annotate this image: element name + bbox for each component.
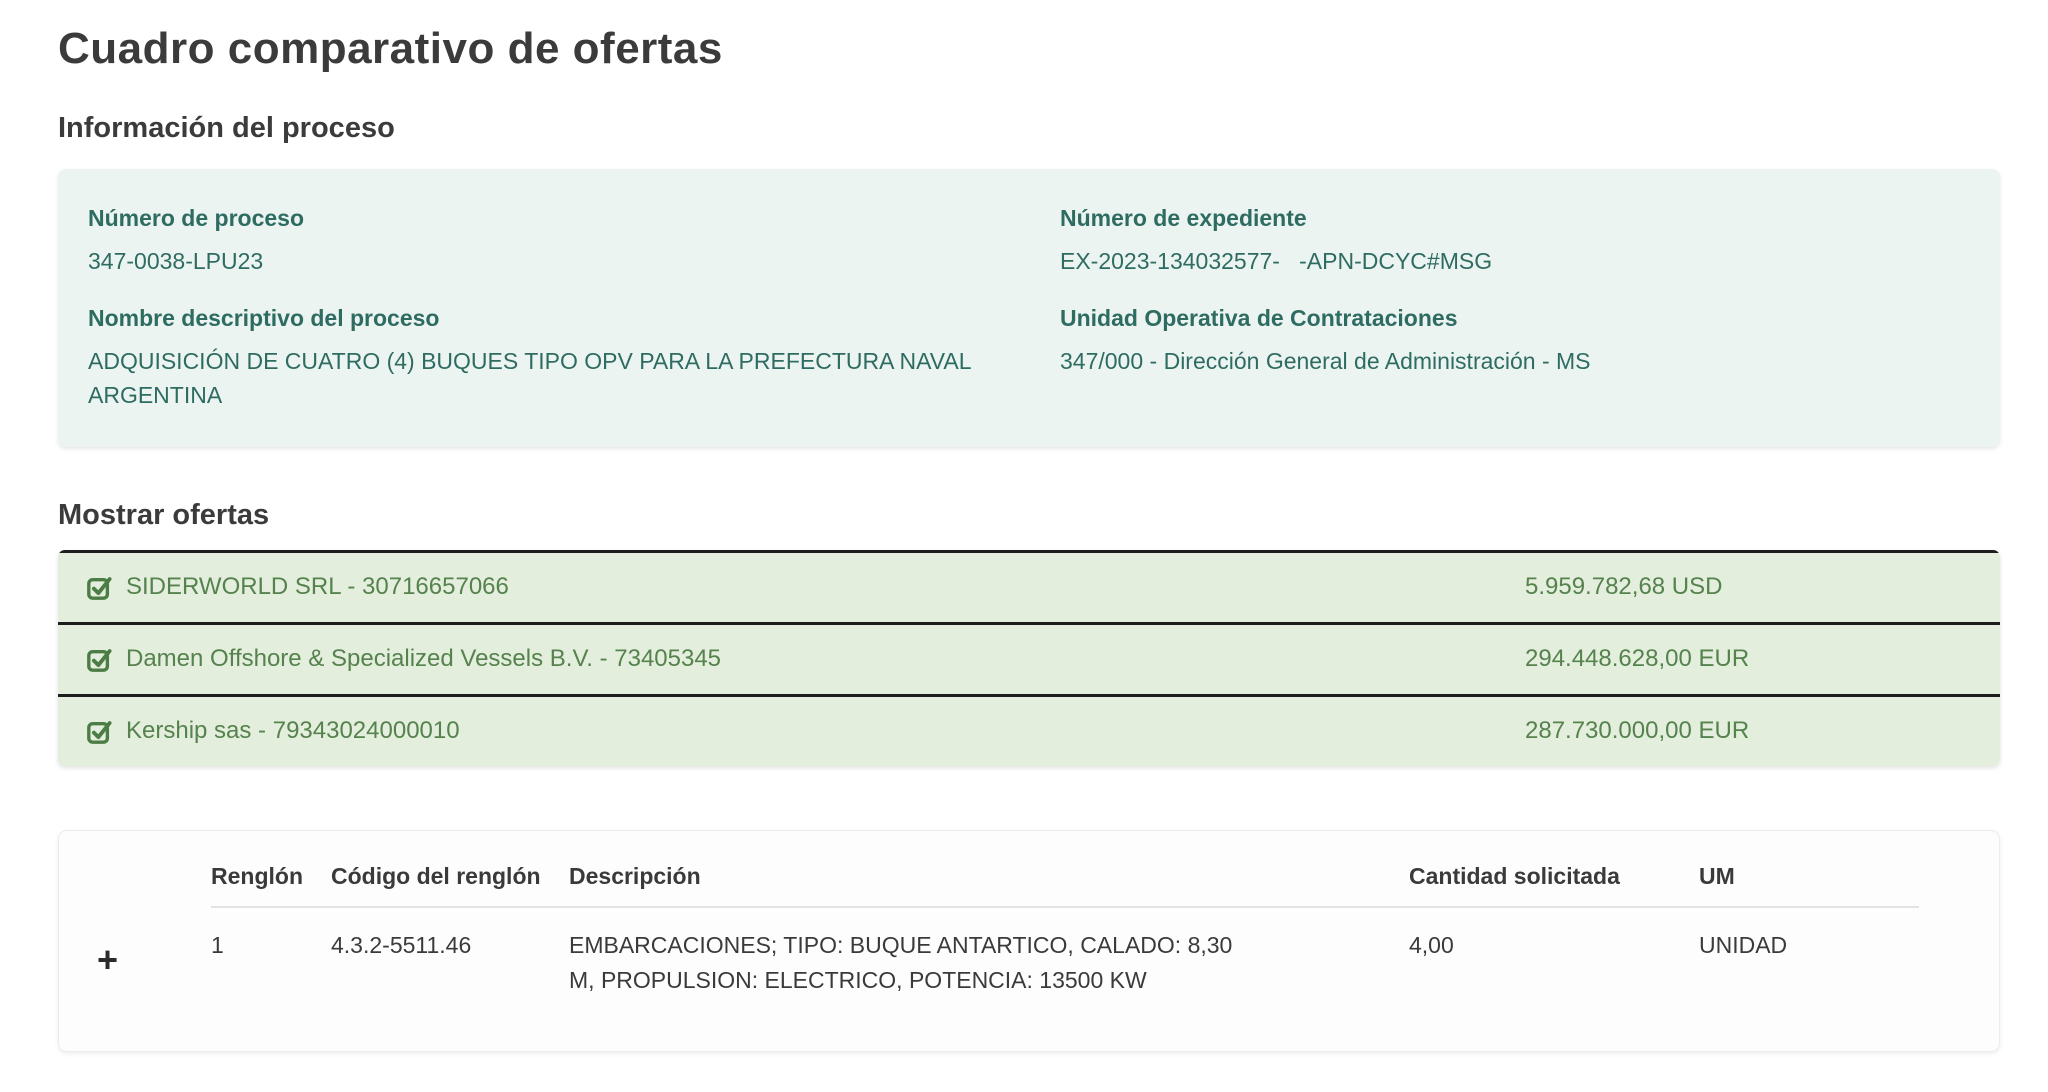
field-label: Nombre descriptivo del proceso	[88, 304, 440, 331]
offer-name: Kership sas - 79343024000010	[86, 717, 1525, 745]
check-square-icon[interactable]	[86, 646, 113, 673]
check-square-icon[interactable]	[86, 718, 113, 745]
offers-list: SIDERWORLD SRL - 30716657066 5.959.782,6…	[58, 549, 2000, 766]
offers-heading: Mostrar ofertas	[58, 498, 270, 531]
page-title: Cuadro comparativo de ofertas	[58, 24, 723, 73]
offer-name-label: Kership sas - 79343024000010	[126, 717, 460, 744]
table-cell-renglon: 1	[211, 931, 224, 958]
offer-name-label: Damen Offshore & Specialized Vessels B.V…	[126, 645, 722, 672]
process-info-heading: Información del proceso	[58, 112, 395, 144]
field-nombre-descriptivo: Nombre descriptivo del proceso ADQUISICI…	[88, 305, 1060, 413]
items-table: Renglón Código del renglón Descripción C…	[83, 857, 1919, 1033]
table-cell-um: UNIDAD	[1699, 931, 1788, 958]
offer-name: SIDERWORLD SRL - 30716657066	[86, 573, 1525, 601]
field-label: Unidad Operativa de Contrataciones	[1060, 304, 1458, 331]
table-header-renglon: Renglón	[211, 857, 331, 908]
offer-amount: 294.448.628,00 EUR	[1525, 645, 1750, 672]
field-label: Número de proceso	[88, 205, 304, 231]
table-header-descripcion: Descripción	[569, 857, 1409, 908]
field-value: ADQUISICIÓN DE CUATRO (4) BUQUES TIPO OP…	[88, 347, 976, 409]
offer-row[interactable]: Kership sas - 79343024000010 287.730.000…	[58, 693, 2000, 766]
table-header-gutter	[83, 857, 211, 908]
field-numero-expediente: Número de expediente EX-2023-134032577- …	[1060, 205, 1970, 279]
table-row-expand-cell: +	[83, 908, 211, 1033]
table-header-cantidad: Cantidad solicitada	[1409, 857, 1699, 908]
check-square-icon[interactable]	[86, 574, 113, 601]
offer-name: Damen Offshore & Specialized Vessels B.V…	[86, 645, 1525, 673]
process-info-panel: Número de proceso 347-0038-LPU23 Número …	[58, 169, 2000, 447]
table-cell-descripcion: EMBARCACIONES; TIPO: BUQUE ANTARTICO, CA…	[569, 931, 1233, 994]
field-value: EX-2023-134032577- -APN-DCYC#MSG	[1060, 248, 1493, 274]
field-numero-proceso: Número de proceso 347-0038-LPU23	[88, 205, 1060, 279]
table-cell-cantidad: 4,00	[1409, 931, 1454, 958]
offer-row[interactable]: SIDERWORLD SRL - 30716657066 5.959.782,6…	[58, 549, 2000, 622]
offer-row[interactable]: Damen Offshore & Specialized Vessels B.V…	[58, 621, 2000, 694]
offer-amount: 5.959.782,68 USD	[1525, 573, 1723, 600]
items-table-card: Renglón Código del renglón Descripción C…	[58, 829, 2000, 1052]
table-header-um: UM	[1699, 857, 1919, 908]
offer-name-label: SIDERWORLD SRL - 30716657066	[126, 573, 509, 600]
table-header-codigo: Código del renglón	[331, 857, 569, 908]
field-label: Número de expediente	[1060, 205, 1307, 231]
table-cell-codigo: 4.3.2-5511.46	[331, 931, 472, 958]
offer-amount: 287.730.000,00 EUR	[1525, 717, 1750, 744]
field-value: 347/000 - Dirección General de Administr…	[1060, 347, 1591, 374]
plus-icon[interactable]: +	[83, 928, 118, 978]
field-unidad-operativa: Unidad Operativa de Contrataciones 347/0…	[1060, 305, 1970, 413]
field-value: 347-0038-LPU23	[88, 248, 264, 274]
